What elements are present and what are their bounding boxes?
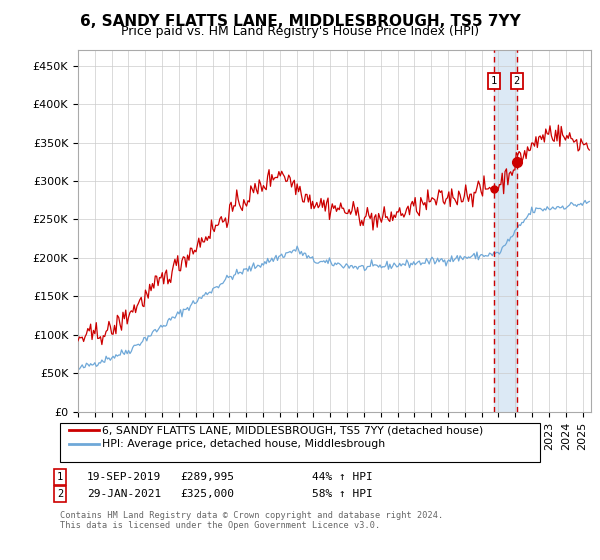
- Text: 44% ↑ HPI: 44% ↑ HPI: [312, 472, 373, 482]
- Text: 2: 2: [57, 489, 63, 499]
- Bar: [494, 50, 517, 412]
- Text: Contains HM Land Registry data © Crown copyright and database right 2024.
This d: Contains HM Land Registry data © Crown c…: [60, 511, 443, 530]
- Text: 2: 2: [514, 76, 520, 86]
- Text: 29-JAN-2021: 29-JAN-2021: [87, 489, 161, 499]
- Text: Price paid vs. HM Land Registry's House Price Index (HPI): Price paid vs. HM Land Registry's House …: [121, 25, 479, 38]
- Text: £289,995: £289,995: [180, 472, 234, 482]
- Text: 6, SANDY FLATTS LANE, MIDDLESBROUGH, TS5 7YY (detached house): 6, SANDY FLATTS LANE, MIDDLESBROUGH, TS5…: [102, 425, 483, 435]
- Text: £325,000: £325,000: [180, 489, 234, 499]
- Text: 1: 1: [57, 472, 63, 482]
- Text: HPI: Average price, detached house, Middlesbrough: HPI: Average price, detached house, Midd…: [102, 438, 385, 449]
- Text: 6, SANDY FLATTS LANE, MIDDLESBROUGH, TS5 7YY: 6, SANDY FLATTS LANE, MIDDLESBROUGH, TS5…: [80, 14, 520, 29]
- Text: 58% ↑ HPI: 58% ↑ HPI: [312, 489, 373, 499]
- Text: 19-SEP-2019: 19-SEP-2019: [87, 472, 161, 482]
- Text: 1: 1: [491, 76, 497, 86]
